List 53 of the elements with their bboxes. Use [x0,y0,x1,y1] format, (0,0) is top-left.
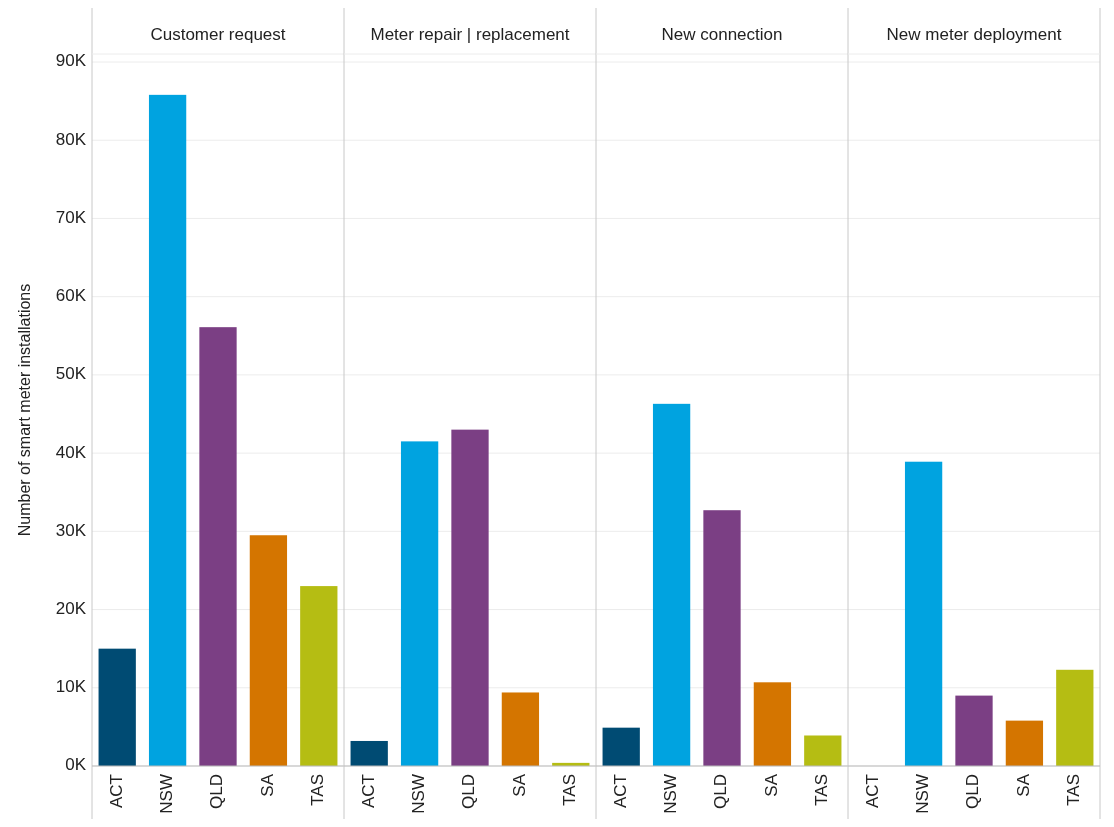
chart-title: Customer request [150,25,286,44]
x-tick-label: ACT [862,774,882,808]
x-tick-label: QLD [711,774,731,809]
x-tick-label: SA [761,773,781,797]
y-tick-label: 10K [55,677,87,697]
bar [904,461,943,766]
y-tick-label: 60K [55,286,87,306]
bar [652,403,691,766]
x-tick-label: TAS [308,774,328,806]
x-tick-label: ACT [610,774,630,808]
x-tick-label: QLD [459,774,479,809]
y-tick-label: 50K [55,364,87,384]
x-tick-label: NSW [913,774,933,814]
chart-title: Meter repair | replacement [370,25,570,44]
y-axis-title: Number of smart meter installations [16,283,33,537]
bar [199,327,237,766]
x-tick-label: ACT [358,774,378,808]
x-tick-label: NSW [661,774,681,814]
bar [1056,669,1094,766]
y-tick-label: 80K [55,129,87,149]
x-tick-label: SA [509,773,529,797]
x-tick-label: QLD [207,774,227,809]
x-tick-label: TAS [812,774,832,806]
x-tick-label: NSW [157,774,177,814]
bar [1005,720,1044,766]
bar [400,441,439,766]
bar [300,586,338,766]
bar [501,692,540,766]
y-tick-label: 0K [65,755,87,775]
y-tick-label: 70K [55,207,87,227]
x-tick-label: TAS [560,774,580,806]
x-tick-label: ACT [106,774,126,808]
bar [148,94,187,766]
chart-title: New meter deployment [886,25,1062,44]
y-tick-label: 20K [55,599,87,619]
y-tick-label: 30K [55,520,87,540]
bar [350,740,388,766]
bar [955,695,993,766]
bar [249,535,288,766]
bar [602,727,640,766]
y-tick-label: 90K [55,51,87,71]
x-tick-label: NSW [409,774,429,814]
x-tick-label: SA [1013,773,1033,797]
x-tick-label: TAS [1064,774,1084,806]
y-tick-label: 40K [55,442,87,462]
chart-title: New connection [661,25,783,44]
bar [703,510,741,766]
bar [98,648,136,766]
bar [753,682,792,766]
x-tick-label: QLD [963,774,983,809]
bar [451,429,489,766]
x-tick-label: SA [257,773,277,797]
bar [804,735,842,766]
